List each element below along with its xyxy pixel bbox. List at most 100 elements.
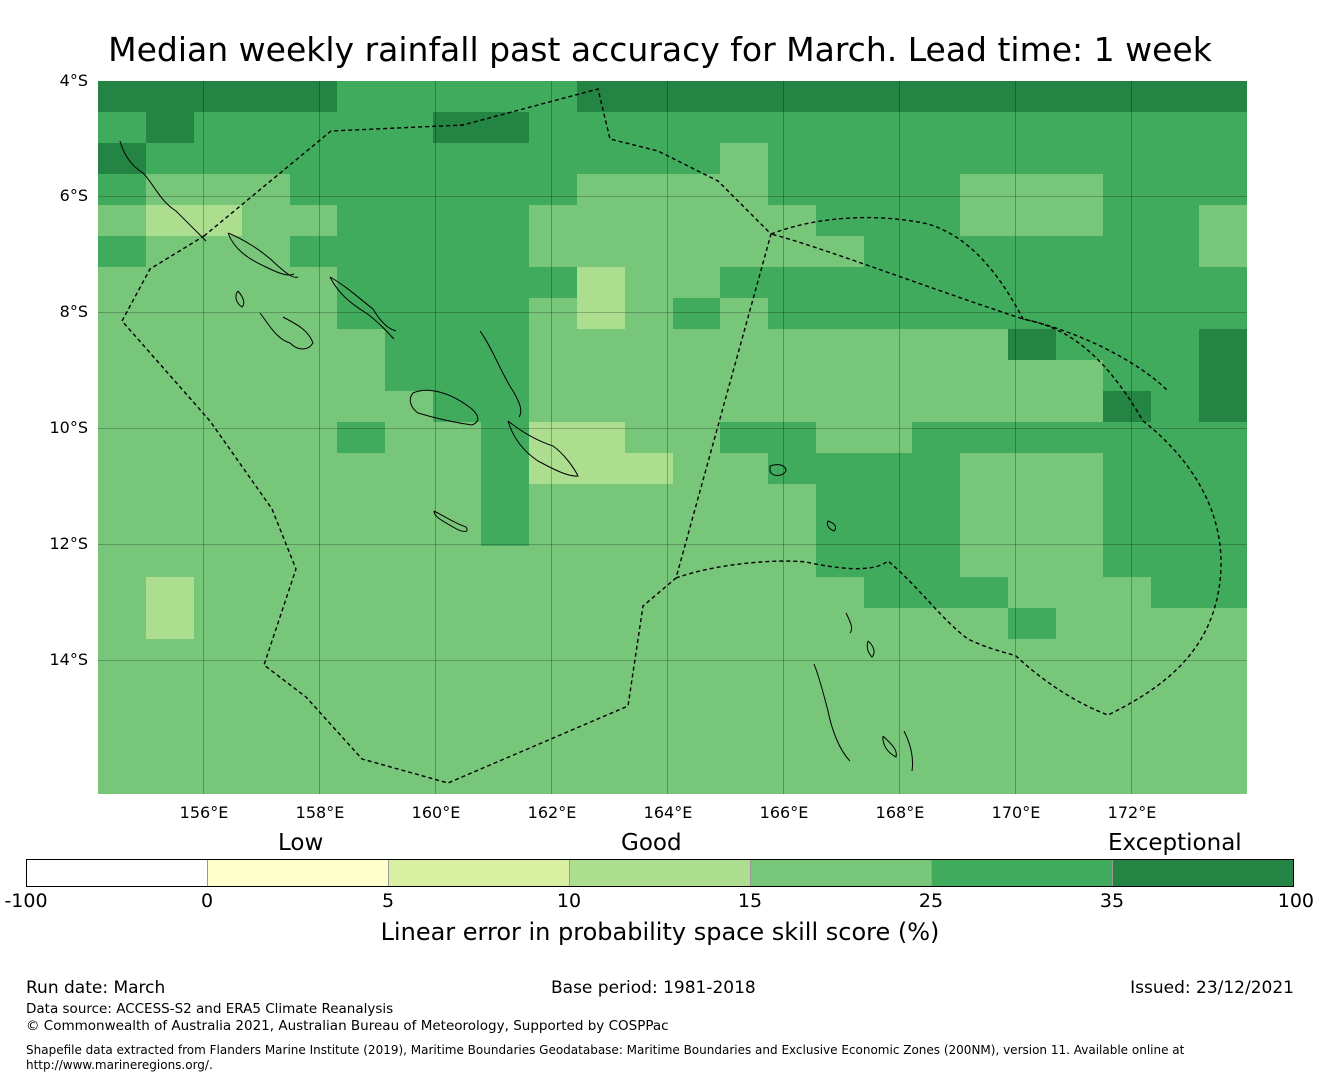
grid-cell (146, 174, 195, 206)
grid-cell (625, 112, 674, 144)
grid-cell (290, 329, 338, 361)
grid-cell (98, 267, 147, 299)
lon-label-170e: 170°E (991, 803, 1041, 822)
grid-cell (290, 763, 338, 794)
grid-cell (433, 608, 482, 640)
grid-cell (864, 484, 913, 516)
grid-cell (1056, 577, 1104, 609)
colorbar-tick-5: 5 (381, 890, 395, 912)
lon-label-164e: 164°E (643, 803, 693, 822)
grid-cell (1151, 391, 1200, 423)
grid-cell (960, 546, 1009, 578)
grid-cell (98, 732, 147, 764)
lon-label-160e: 160°E (411, 803, 461, 822)
grid-cell (433, 577, 482, 609)
grid-cell (529, 484, 578, 516)
grid-cell (864, 236, 913, 268)
grid-cell (481, 453, 530, 485)
grid-cell (864, 670, 913, 702)
grid-cell (385, 453, 434, 485)
grid-cell (529, 701, 578, 733)
grid-cell (720, 236, 769, 268)
grid-cell (816, 174, 865, 206)
grid-cell (481, 112, 530, 144)
grid-cell (529, 143, 578, 175)
grid-cell (337, 174, 386, 206)
grid-cell (673, 515, 721, 547)
grid-cell (385, 546, 434, 578)
grid-cell (433, 236, 482, 268)
grid-cell (577, 81, 626, 113)
grid-cell (816, 639, 865, 671)
grid-cell (481, 391, 530, 423)
grid-cell (816, 453, 865, 485)
grid-cell (673, 298, 721, 330)
grid-cell (242, 515, 291, 547)
grid-cell (1008, 484, 1057, 516)
grid-cell (433, 298, 482, 330)
colorbar-tick-0: 0 (200, 890, 214, 912)
grid-cell (768, 670, 817, 702)
grid-cell (720, 143, 769, 175)
grid-cell (673, 267, 721, 299)
grid-cell (625, 639, 674, 671)
grid-cell (1056, 484, 1104, 516)
grid-cell (98, 298, 147, 330)
grid-cell (1056, 205, 1104, 237)
grid-cell (577, 205, 626, 237)
grid-cell (1199, 143, 1247, 175)
grid-cell (960, 329, 1009, 361)
grid-cell (864, 763, 913, 794)
grid-cell (912, 453, 961, 485)
coastlines (119, 140, 913, 772)
grid-cell (1056, 329, 1104, 361)
grid-cell (912, 670, 961, 702)
grid-cell (673, 453, 721, 485)
grid-cell (1199, 701, 1247, 733)
grid-cell (816, 546, 865, 578)
grid-cell (1103, 174, 1152, 206)
grid-cell (625, 329, 674, 361)
grid-cell (481, 205, 530, 237)
grid-cell (242, 763, 291, 794)
grid-cell (1056, 143, 1104, 175)
grid-cell (1199, 484, 1247, 516)
grid-cell (1103, 701, 1152, 733)
grid-cell (1008, 577, 1057, 609)
grid-cell (1008, 453, 1057, 485)
grid-cell (768, 391, 817, 423)
grid-cell (385, 763, 434, 794)
issued-date: Issued: 23/12/2021 (1130, 978, 1294, 998)
grid-cell (577, 391, 626, 423)
grid-cell (1151, 174, 1200, 206)
grid-cell (864, 515, 913, 547)
data-source: Data source: ACCESS-S2 and ERA5 Climate … (26, 1001, 394, 1017)
grid-cell (1008, 205, 1057, 237)
grid-cell (242, 298, 291, 330)
grid-cell (1151, 360, 1200, 392)
grid-cell (481, 81, 530, 113)
grid-cell (1151, 763, 1200, 794)
grid-cell (864, 639, 913, 671)
grid-cell (960, 360, 1009, 392)
grid-cell (529, 577, 578, 609)
grid-cell (768, 112, 817, 144)
grid-cell (1103, 546, 1152, 578)
grid-cell (864, 546, 913, 578)
grid-cell (290, 205, 338, 237)
grid-cell (912, 391, 961, 423)
grid-cell (625, 174, 674, 206)
grid-cell (337, 81, 386, 113)
grid-cell (816, 205, 865, 237)
grid-cell (481, 484, 530, 516)
grid-cell (912, 267, 961, 299)
grid-cell (625, 546, 674, 578)
grid-cell (194, 81, 243, 113)
lat-label-4s: 4°S (59, 71, 88, 90)
grid-cell (625, 391, 674, 423)
grid-cell (673, 143, 721, 175)
grid-cell (960, 236, 1009, 268)
grid-cell (481, 143, 530, 175)
grid-cell (433, 670, 482, 702)
grid-cell (481, 298, 530, 330)
